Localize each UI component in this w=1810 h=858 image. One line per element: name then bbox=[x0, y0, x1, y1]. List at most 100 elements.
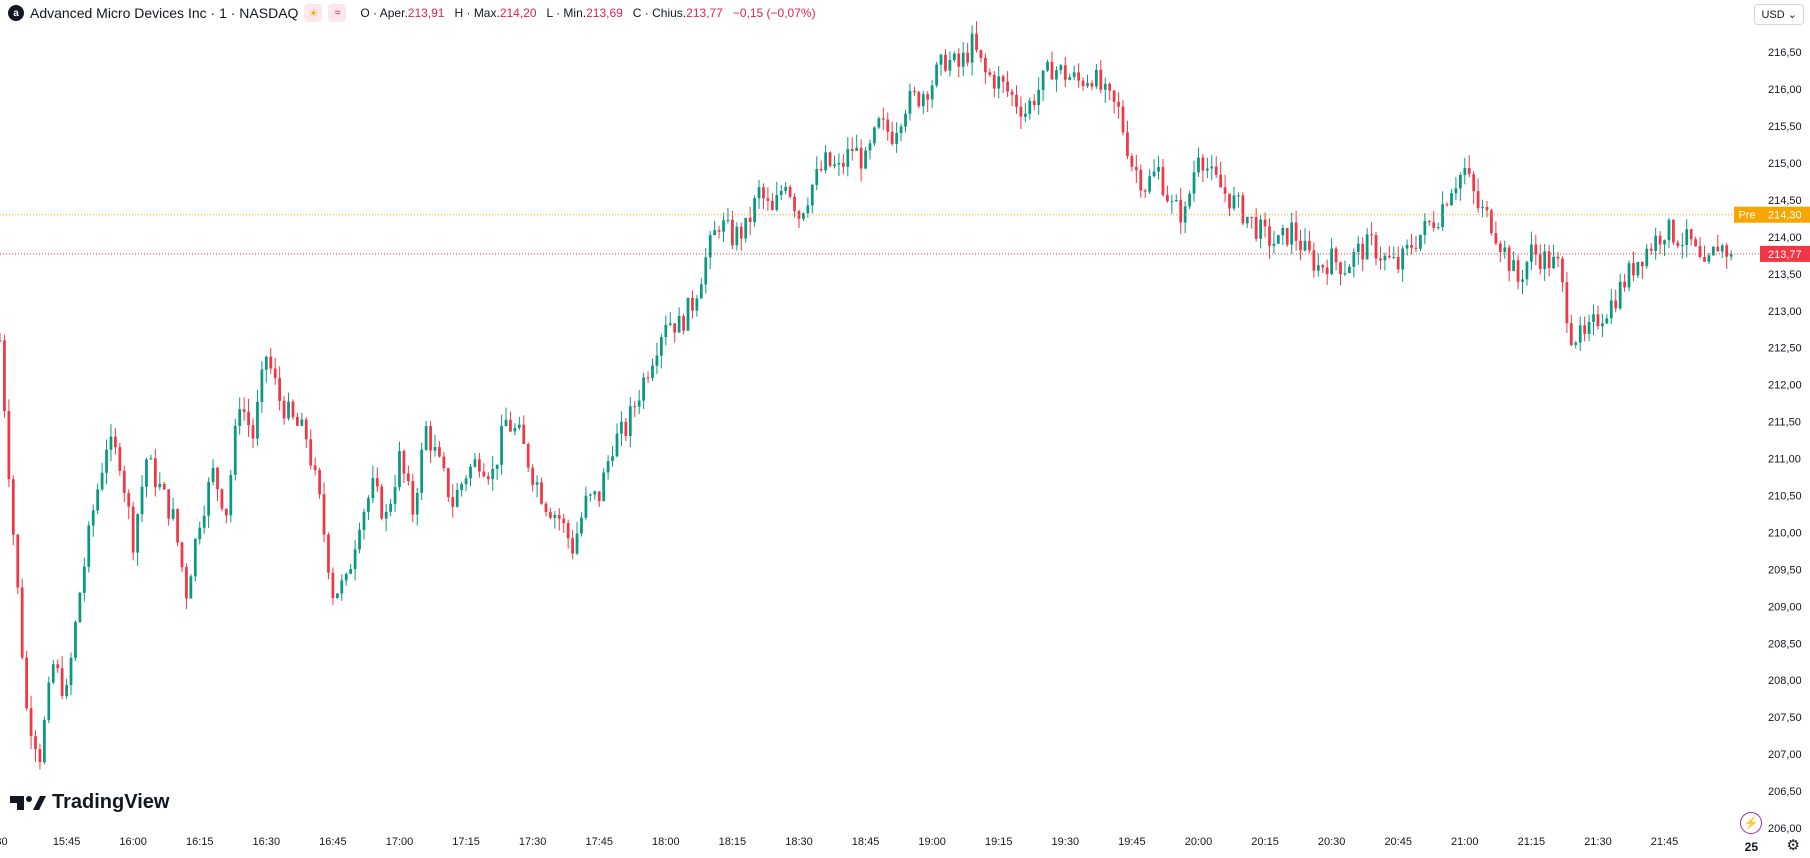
y-tick-label: 209,50 bbox=[1768, 564, 1802, 576]
candle-body bbox=[1707, 255, 1711, 262]
candle-body bbox=[1308, 240, 1311, 251]
candle-body bbox=[553, 515, 557, 518]
candle-body bbox=[393, 487, 397, 504]
candle-body bbox=[673, 323, 677, 333]
candle-body bbox=[1343, 273, 1347, 275]
lightning-icon[interactable]: ⚡ bbox=[1740, 812, 1762, 834]
gear-icon[interactable]: ⚙ bbox=[1786, 837, 1800, 854]
candle-body bbox=[1205, 168, 1209, 171]
candle-body bbox=[1170, 201, 1174, 203]
candle-body bbox=[722, 220, 725, 232]
candle-body bbox=[779, 190, 783, 195]
candle-body bbox=[868, 143, 872, 151]
candle-body bbox=[1197, 157, 1200, 173]
chevron-down-icon: ⌄ bbox=[1787, 9, 1797, 21]
candle-body bbox=[1463, 168, 1467, 175]
candle-body bbox=[136, 514, 139, 553]
candle-body bbox=[69, 657, 73, 686]
candle-body bbox=[748, 217, 752, 222]
candle-body bbox=[1139, 170, 1143, 191]
currency-select[interactable]: USD ⌄ bbox=[1754, 4, 1804, 25]
candle-body bbox=[433, 447, 437, 451]
candle-body bbox=[495, 464, 499, 469]
candle-body bbox=[921, 94, 925, 107]
candle-body bbox=[1174, 199, 1178, 202]
candle-body bbox=[233, 425, 237, 475]
candle-body bbox=[1543, 251, 1547, 270]
candle-body bbox=[1299, 240, 1302, 251]
candle-body bbox=[1285, 228, 1289, 245]
candle-body bbox=[828, 152, 832, 166]
candle-body bbox=[16, 534, 20, 588]
candle-body bbox=[1512, 260, 1515, 272]
symbol-title[interactable]: Advanced Micro Devices Inc · 1 · NASDAQ bbox=[30, 5, 299, 21]
candle-body bbox=[744, 217, 748, 239]
candle-body bbox=[442, 456, 446, 469]
candle-body bbox=[895, 133, 899, 144]
candle-body bbox=[917, 92, 921, 107]
candle-body bbox=[1609, 300, 1613, 319]
candle-body bbox=[757, 187, 761, 199]
y-tick-label: 206,50 bbox=[1768, 786, 1802, 798]
candle-body bbox=[78, 592, 82, 623]
candle-body bbox=[1312, 250, 1316, 271]
x-tick-label: 17:15 bbox=[452, 836, 480, 848]
candle-body bbox=[1134, 166, 1138, 171]
candle-body bbox=[331, 572, 335, 599]
candle-body bbox=[593, 491, 597, 495]
candle-body bbox=[1055, 70, 1058, 80]
candle-body bbox=[1419, 234, 1422, 249]
candle-body bbox=[176, 509, 179, 543]
candle-body bbox=[371, 478, 375, 499]
candle-body bbox=[1685, 229, 1689, 246]
approx-icon[interactable]: ≈ bbox=[328, 4, 347, 22]
candle-body bbox=[628, 406, 632, 437]
candle-body bbox=[1121, 106, 1125, 133]
candle-body bbox=[260, 369, 264, 402]
candle-body bbox=[420, 449, 424, 493]
candle-body bbox=[1498, 243, 1502, 252]
candle-body bbox=[415, 492, 419, 515]
candle-body bbox=[846, 149, 850, 167]
currency-label: USD bbox=[1761, 9, 1785, 21]
candle-body bbox=[242, 409, 246, 412]
candle-body bbox=[1387, 255, 1391, 258]
candle-body bbox=[424, 426, 428, 450]
candle-body bbox=[731, 219, 734, 246]
candle-body bbox=[1454, 188, 1458, 194]
candle-body bbox=[362, 511, 366, 530]
y-tick-label: 211,50 bbox=[1768, 417, 1801, 429]
candle-body bbox=[1228, 193, 1231, 209]
candle-body bbox=[1316, 265, 1320, 271]
candle-body bbox=[1534, 244, 1538, 255]
candle-body bbox=[957, 53, 961, 67]
candle-body bbox=[708, 235, 712, 258]
candle-body bbox=[375, 478, 379, 487]
candle-body bbox=[1006, 81, 1009, 92]
candle-body bbox=[864, 150, 867, 169]
candle-body bbox=[87, 525, 91, 567]
candle-body bbox=[180, 542, 184, 568]
candle-body bbox=[1037, 89, 1041, 105]
candle-body bbox=[1130, 156, 1134, 167]
candle-body bbox=[1614, 300, 1618, 309]
candle-body bbox=[229, 474, 233, 516]
candle-body bbox=[1587, 321, 1591, 334]
candle-body bbox=[1649, 248, 1653, 251]
candle-body bbox=[1108, 83, 1112, 91]
candle-body bbox=[1237, 195, 1240, 197]
candle-body bbox=[273, 368, 277, 379]
candle-body bbox=[105, 449, 108, 473]
y-tick-label: 214,50 bbox=[1768, 195, 1802, 207]
candle-body bbox=[992, 74, 996, 89]
sun-icon[interactable]: ☀ bbox=[304, 4, 323, 22]
candle-body bbox=[535, 482, 539, 485]
candle-body bbox=[1467, 168, 1471, 175]
candle-body bbox=[1023, 113, 1027, 117]
x-tick-label: 20:45 bbox=[1384, 836, 1412, 848]
candle-body bbox=[1663, 240, 1666, 245]
candle-body bbox=[855, 147, 859, 151]
candle-body bbox=[1272, 243, 1276, 246]
